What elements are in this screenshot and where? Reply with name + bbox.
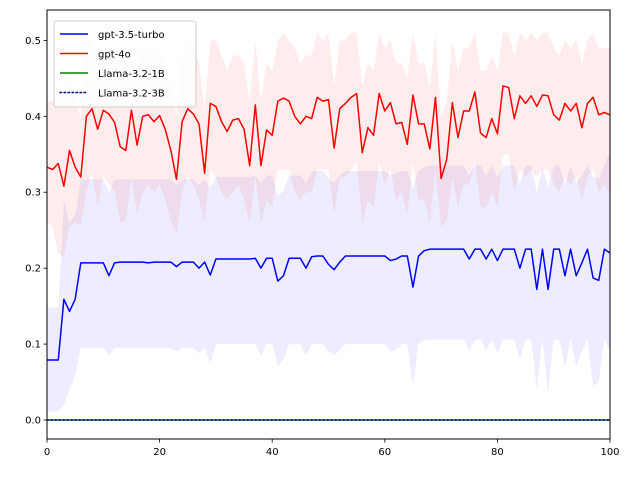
legend-box (53, 20, 197, 108)
x-tick-label: 40 (266, 447, 279, 458)
x-tick-label: 100 (600, 447, 619, 458)
legend-label-gpt-3-5-turbo: gpt-3.5-turbo (98, 30, 165, 41)
y-tick-label: 0.4 (25, 112, 41, 123)
y-tick-label: 0.5 (25, 36, 41, 47)
x-axis-ticks: 0 20 40 60 80 100 (44, 439, 620, 458)
x-tick-label: 80 (491, 447, 504, 458)
y-axis-ticks: 0.0 0.1 0.2 0.3 0.4 0.5 (25, 36, 47, 427)
legend-label-llama-3-2-1b: Llama-3.2-1B (98, 69, 165, 80)
series-line-gpt-3-5-turbo (47, 248, 610, 361)
y-tick-label: 0.1 (25, 340, 41, 351)
y-tick-label: 0.3 (25, 188, 41, 199)
legend-label-gpt-4o: gpt-4o (98, 50, 131, 61)
x-tick-label: 0 (44, 447, 50, 458)
legend-label-llama-3-2-3b: Llama-3.2-3B (98, 89, 165, 100)
series-lines (47, 85, 610, 421)
legend: gpt-3.5-turbo gpt-4o Llama-3.2-1B Llama-3.2… (53, 20, 197, 108)
y-tick-label: 0.2 (25, 264, 41, 275)
x-tick-label: 60 (378, 447, 391, 458)
y-tick-label: 0.0 (25, 416, 41, 427)
plot-frame (46, 9, 611, 440)
x-tick-label: 20 (153, 447, 166, 458)
series-line-gpt-4o (47, 85, 610, 187)
band-gpt-3-5-turbo (47, 150, 610, 412)
